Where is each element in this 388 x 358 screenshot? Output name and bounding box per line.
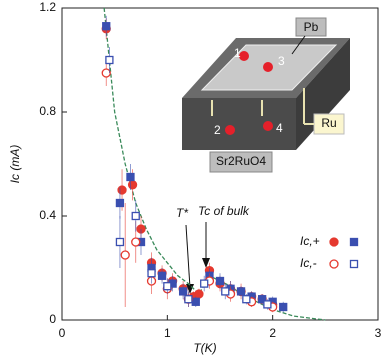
point	[236, 287, 246, 296]
x-tick-label: 0	[59, 326, 66, 340]
inset-contact-label: 1	[234, 46, 241, 60]
point	[163, 282, 172, 291]
x-tick-label: 3	[375, 326, 382, 340]
inset-contact	[225, 125, 235, 135]
inset-contact-label: 3	[278, 54, 285, 68]
point	[117, 185, 127, 195]
inset-label-box	[209, 151, 273, 173]
point	[242, 295, 251, 304]
legend-marker	[349, 259, 359, 269]
point	[105, 55, 114, 65]
y-tick-label: 1.2	[39, 0, 56, 14]
point	[200, 279, 209, 288]
point	[184, 295, 193, 304]
legend-label: Ic,-	[300, 256, 317, 270]
y-axis-label: Ic (mA)	[8, 145, 22, 184]
point	[127, 180, 138, 190]
y-tick-label: 0.8	[39, 104, 56, 118]
point	[157, 271, 167, 280]
point	[279, 302, 288, 312]
point	[131, 237, 141, 247]
point	[115, 198, 125, 208]
inset-label: Pb	[304, 20, 319, 34]
annotation-arrow	[185, 224, 191, 289]
y-tick-label: 0	[49, 312, 56, 326]
legend-marker	[349, 237, 359, 247]
inset-pointer	[291, 35, 306, 55]
legend-marker	[329, 237, 339, 247]
inset-front	[182, 98, 296, 150]
x-tick-label: 2	[269, 326, 276, 340]
inset-contact-label: 4	[276, 121, 283, 135]
point	[178, 287, 188, 296]
point	[126, 172, 135, 182]
legend-label: Ic,+	[300, 234, 320, 248]
inset-contact	[263, 62, 273, 72]
inset-contact	[239, 51, 249, 61]
inset-label-box	[295, 17, 327, 37]
inset-label: Sr2RuO4	[216, 154, 266, 168]
x-tick-label: 1	[164, 326, 171, 340]
annotation-arrowhead	[202, 258, 210, 268]
inset-contact-label: 2	[214, 123, 221, 137]
point	[120, 250, 130, 260]
annotation: Tc of bulk	[198, 204, 250, 218]
inset-contact	[263, 121, 273, 131]
point	[102, 22, 111, 31]
inset-diagram: 1 2 3 4 Pb Ru Sr2RuO4	[182, 17, 350, 173]
legend-marker	[329, 259, 339, 269]
point	[191, 297, 200, 306]
annotation: T*	[176, 206, 188, 220]
inset-label: Ru	[321, 116, 336, 130]
y-tick-label: 0.4	[39, 208, 56, 222]
point	[257, 295, 267, 304]
point	[263, 300, 272, 309]
point	[221, 287, 230, 296]
point	[115, 237, 125, 247]
point	[131, 211, 140, 221]
plot-frame	[61, 7, 379, 321]
point	[215, 276, 225, 286]
point	[101, 68, 111, 78]
x-axis-label: T(K)	[193, 341, 216, 355]
point	[147, 269, 156, 278]
inset-side	[296, 38, 350, 150]
